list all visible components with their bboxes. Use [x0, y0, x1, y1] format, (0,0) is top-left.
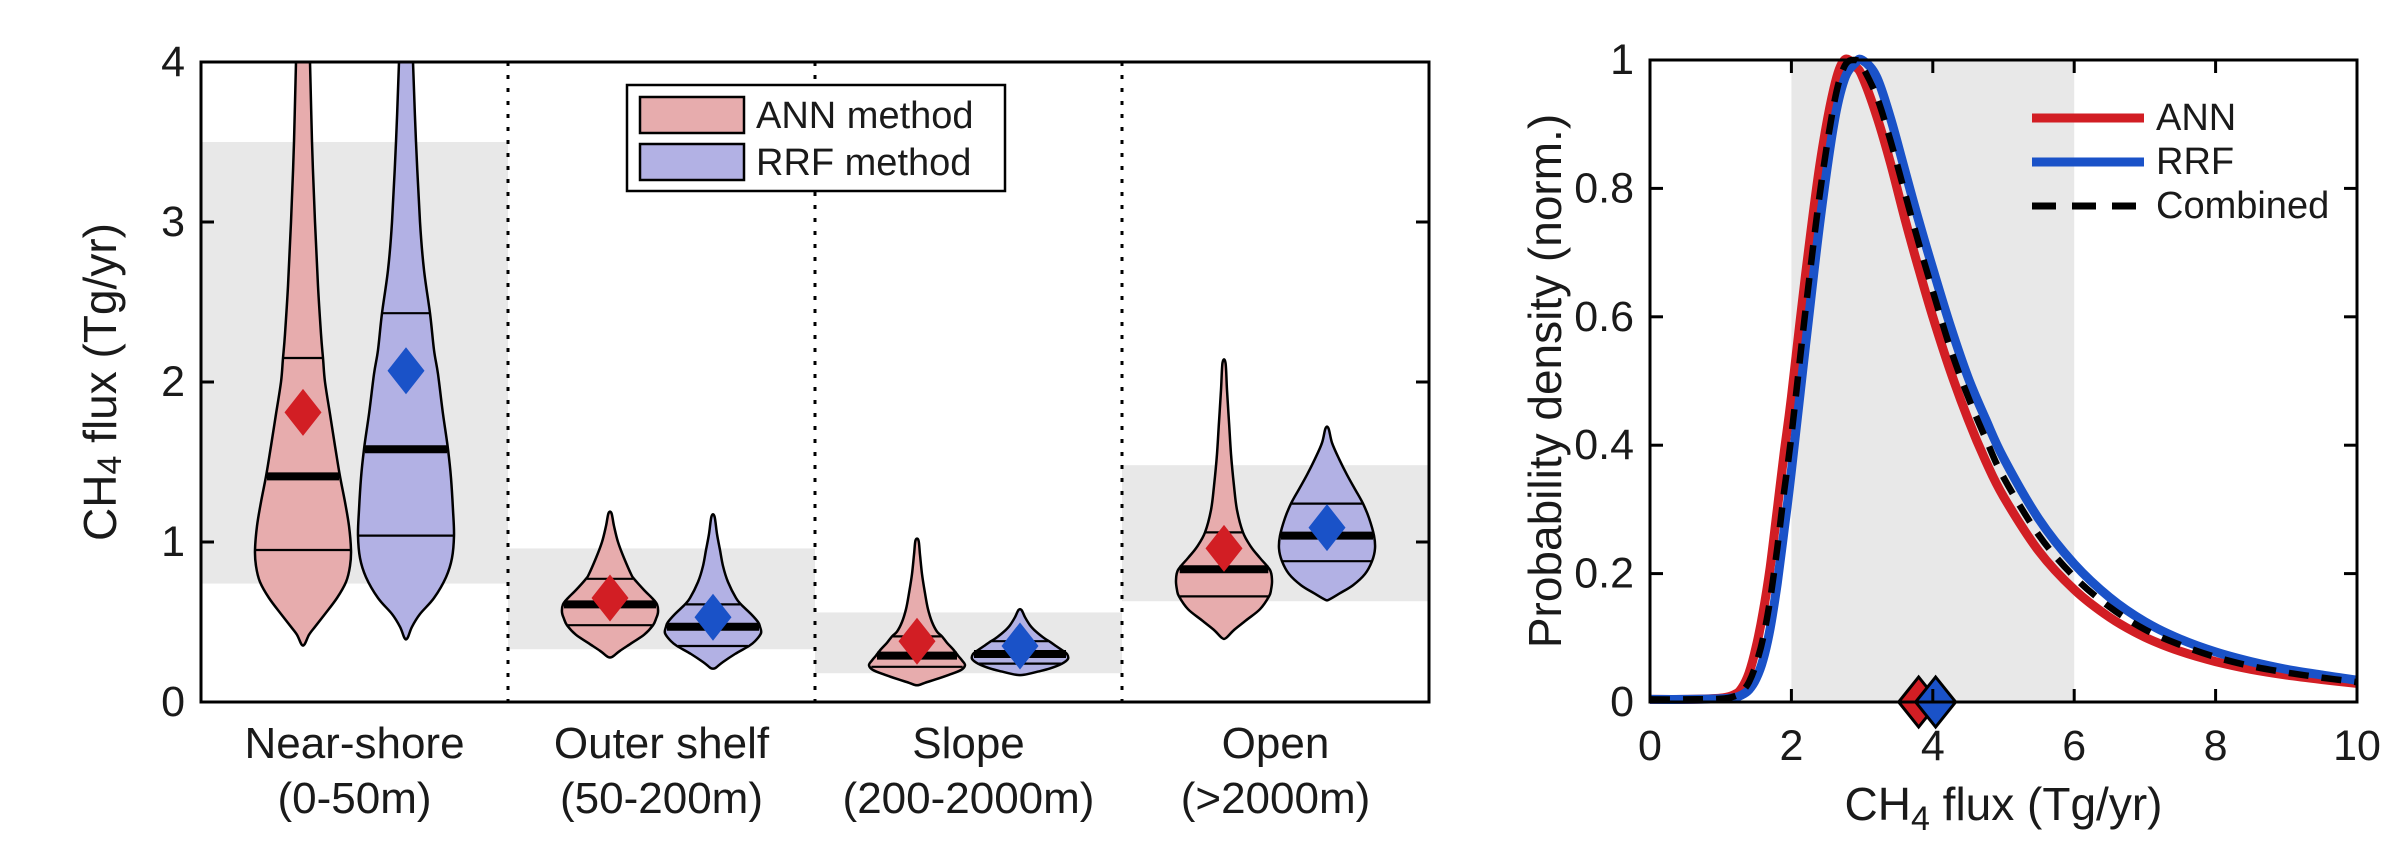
x-axis-label: CH4 flux (Tg/yr) — [1845, 778, 2163, 838]
x-tick-label: 2 — [1779, 722, 1803, 770]
legend-label: Combined — [2156, 185, 2329, 227]
mean-diamond-rrf — [1308, 504, 1346, 552]
mean-diamond-rrf — [1001, 622, 1039, 670]
y-tick-label: 1 — [1610, 36, 1634, 84]
violin-near-shore-ann — [253, 62, 353, 647]
x-tick-label: 4 — [1921, 722, 1945, 770]
x-tick-label: 6 — [2062, 722, 2086, 770]
category-sublabel: (200-2000m) — [843, 774, 1095, 823]
legend-swatch — [638, 142, 746, 182]
prior-estimate-band — [201, 142, 508, 584]
mean-diamond-ann — [284, 388, 322, 436]
prior-estimate-band — [815, 612, 1122, 674]
y-tick-label: 0.2 — [1574, 550, 1634, 598]
x-tick-label: 8 — [2204, 722, 2228, 770]
category-label: Near-shore — [244, 719, 464, 768]
x-tick-label: 0 — [1638, 722, 1662, 770]
axes-frame — [1648, 58, 2359, 704]
curve-ann — [1649, 54, 2358, 704]
category-label: Outer shelf — [554, 719, 770, 768]
legend-swatch — [638, 95, 746, 135]
pdf-panel: 0 2 4 6 8 10 0 0.2 0.4 0.6 0.8 1 CH4 flux (Tg/yr) Pro… — [1519, 36, 2381, 838]
y-axis-label: Probability density (norm.) — [1519, 114, 1571, 648]
prior-estimate-band — [508, 548, 815, 650]
legend-label: ANN — [2156, 97, 2236, 139]
legend: ANN method RRF method — [625, 83, 1007, 193]
y-tick-label: 0.6 — [1574, 293, 1634, 341]
legend-label: RRF method — [756, 142, 971, 184]
mean-diamond-ann — [1205, 524, 1243, 572]
legend-label: ANN method — [756, 95, 974, 137]
y-axis-label: CH4 flux (Tg/yr) — [74, 223, 129, 541]
violin-panel: 0 1 2 3 4 Near-shore (0-50m) Outer shelf (50-200… — [74, 38, 1431, 823]
legend-label: RRF — [2156, 141, 2234, 183]
y-tick-label: 4 — [161, 38, 185, 86]
y-tick-label: 3 — [161, 198, 185, 246]
y-tick-label: 0 — [1610, 678, 1634, 726]
y-tick-label: 0.4 — [1574, 421, 1634, 469]
category-label: Slope — [912, 719, 1025, 768]
y-tick-label: 0.8 — [1574, 164, 1634, 212]
mean-diamond-ann — [591, 574, 629, 622]
curve-combined — [1649, 56, 2358, 703]
category-sublabel: (0-50m) — [277, 774, 431, 823]
violin-slope-ann — [867, 537, 967, 687]
category-sublabel: (>2000m) — [1181, 774, 1371, 823]
category-label: Open — [1222, 719, 1330, 768]
mean-diamond-rrf — [387, 347, 425, 395]
mean-diamond-ann — [898, 617, 936, 665]
violins-layer — [253, 62, 1377, 687]
category-sublabel: (50-200m) — [560, 774, 763, 823]
y-tick-label: 2 — [161, 358, 185, 406]
y-tick-label: 1 — [161, 518, 185, 566]
mean-diamond-rrf — [694, 593, 732, 641]
curve-rrf — [1649, 54, 2358, 704]
shaded-range-band — [1791, 60, 2075, 702]
x-tick-label: 10 — [2333, 722, 2381, 770]
prior-estimate-band — [1122, 465, 1429, 602]
y-tick-label: 0 — [161, 678, 185, 726]
